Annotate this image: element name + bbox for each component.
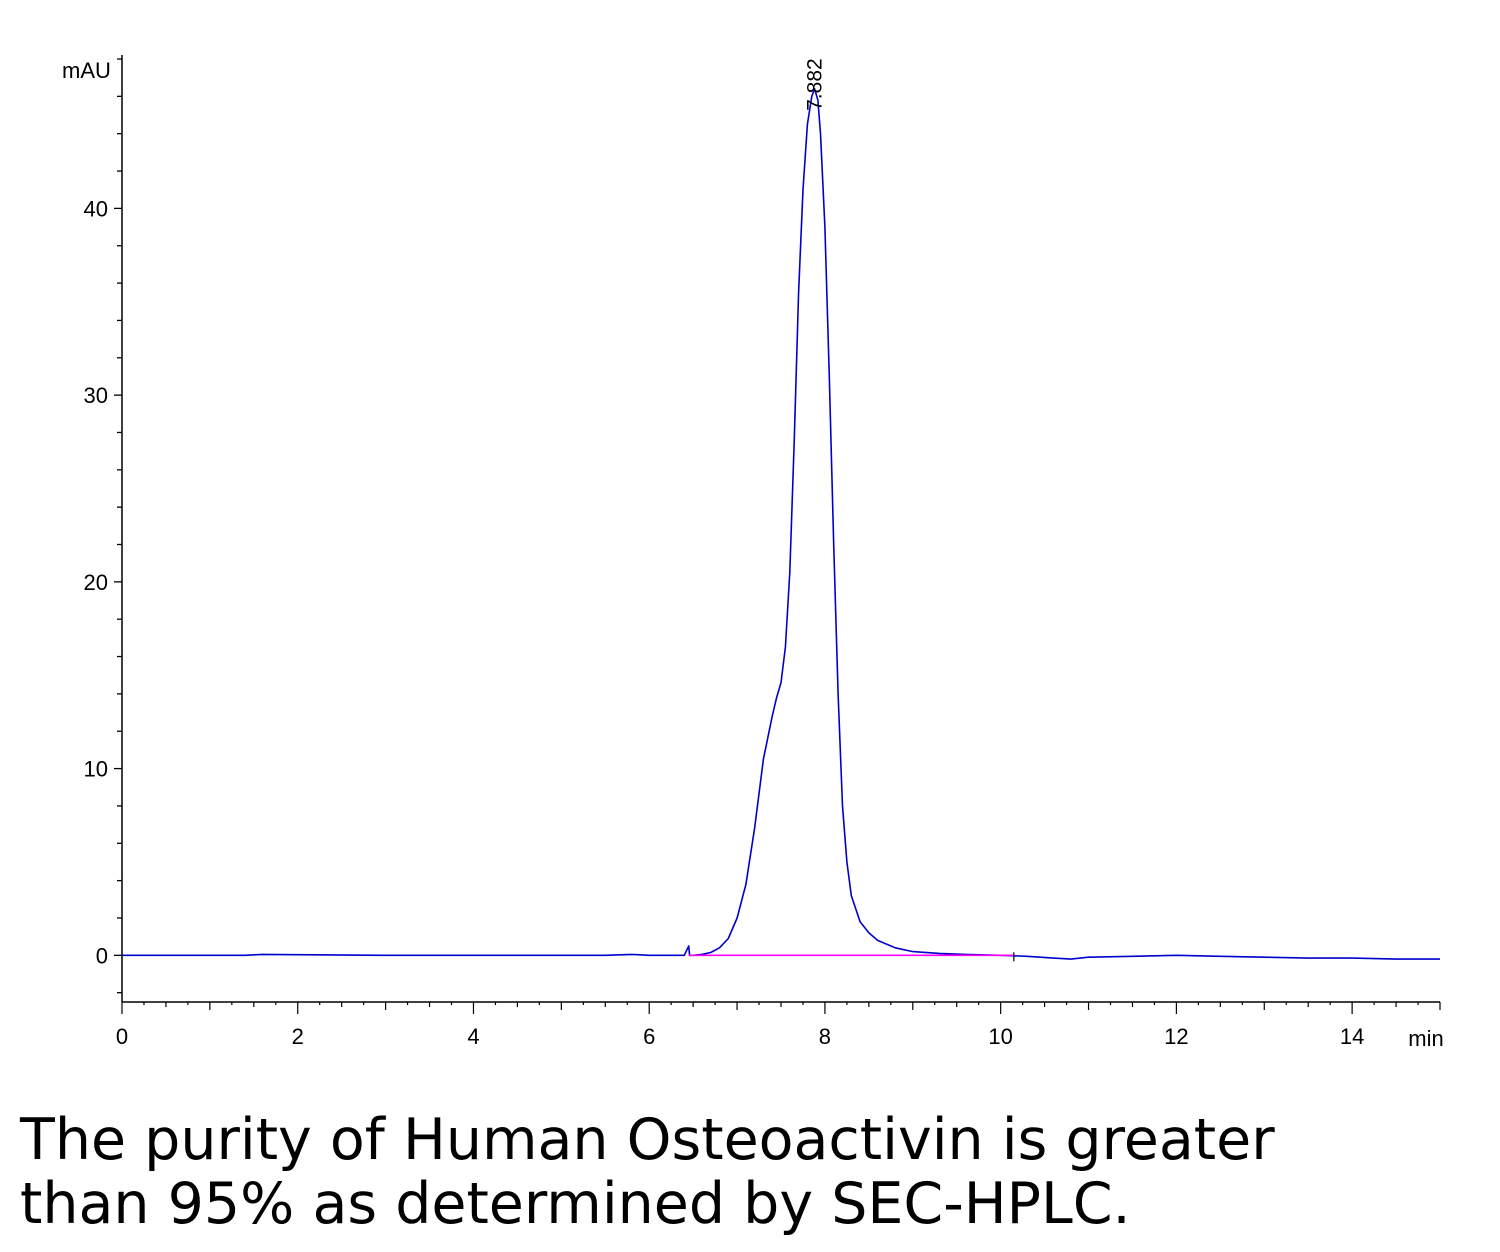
- y-tick-label: 40: [84, 196, 108, 221]
- x-axis-label: min: [1408, 1026, 1443, 1051]
- y-tick-label: 10: [84, 757, 108, 782]
- caption-line-2: than 95% as determined by SEC-HPLC.: [20, 1171, 1131, 1237]
- caption: The purity of Human Osteoactivin is grea…: [20, 1108, 1480, 1236]
- x-tick-label: 4: [467, 1024, 479, 1049]
- y-axis-label: mAU: [62, 58, 111, 83]
- x-tick-label: 10: [988, 1024, 1012, 1049]
- chromatogram-trace: [122, 88, 1440, 960]
- x-tick-label: 2: [292, 1024, 304, 1049]
- caption-line-1: The purity of Human Osteoactivin is grea…: [20, 1107, 1275, 1173]
- y-axis: 0 10 20 30 40 mAU: [62, 55, 123, 1002]
- y-tick-label: 30: [84, 383, 108, 408]
- x-tick-label: 14: [1340, 1024, 1364, 1049]
- series-group: [122, 88, 1440, 962]
- y-tick-label: 0: [96, 943, 108, 968]
- annotation-group: 7.882: [804, 58, 827, 111]
- y-tick-label: 20: [84, 570, 108, 595]
- x-tick-label: 0: [116, 1024, 128, 1049]
- x-axis: 0 2 4 6 8 10 12 14 min: [116, 1001, 1444, 1051]
- x-tick-label: 6: [643, 1024, 655, 1049]
- x-tick-label: 8: [819, 1024, 831, 1049]
- chromatogram-chart: 0 10 20 30 40 mAU 0 2 4 6 8 10 12 14 min 7.882: [62, 55, 1444, 1051]
- peak-retention-label: 7.882: [804, 58, 827, 111]
- x-tick-label: 12: [1164, 1024, 1188, 1049]
